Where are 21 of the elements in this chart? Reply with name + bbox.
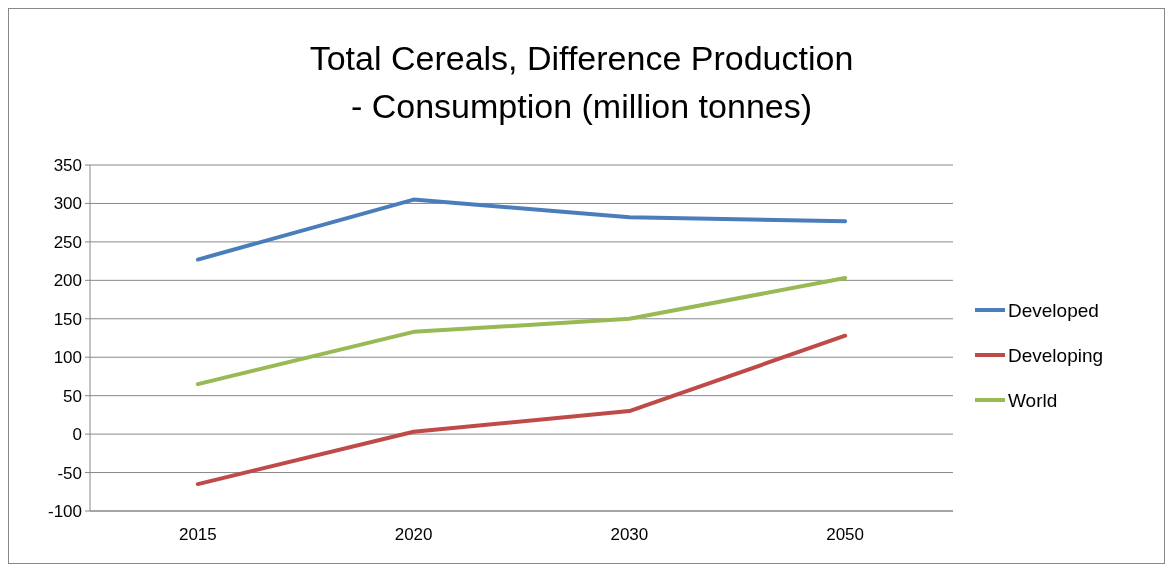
legend-label: Developed [1008, 299, 1099, 321]
line-series [195, 333, 848, 487]
x-tick-label: 2030 [610, 525, 649, 544]
x-tick-label: 2020 [394, 525, 433, 544]
x-tick-label: 2015 [178, 525, 217, 544]
y-tick-label: -100 [47, 501, 82, 521]
y-tick-label: 100 [53, 348, 82, 368]
y-tick-label: 50 [63, 386, 82, 406]
y-tick-label: 0 [72, 425, 82, 445]
y-tick-label: 250 [53, 232, 82, 252]
chart-title: Total Cereals, Difference Production - Consumption (million tonnes) [309, 39, 854, 125]
y-tick-label: 350 [53, 155, 82, 175]
y-tick-label: 150 [53, 309, 82, 329]
y-tick-label: -50 [57, 463, 82, 483]
y-tick-label: 200 [53, 271, 82, 291]
line-series [195, 197, 848, 262]
x-tick-label: 2050 [826, 525, 865, 544]
y-tick-label: 300 [53, 194, 82, 214]
line-series [195, 276, 848, 387]
legend-label: Developing [1008, 344, 1104, 366]
legend-label: World [1008, 389, 1058, 411]
